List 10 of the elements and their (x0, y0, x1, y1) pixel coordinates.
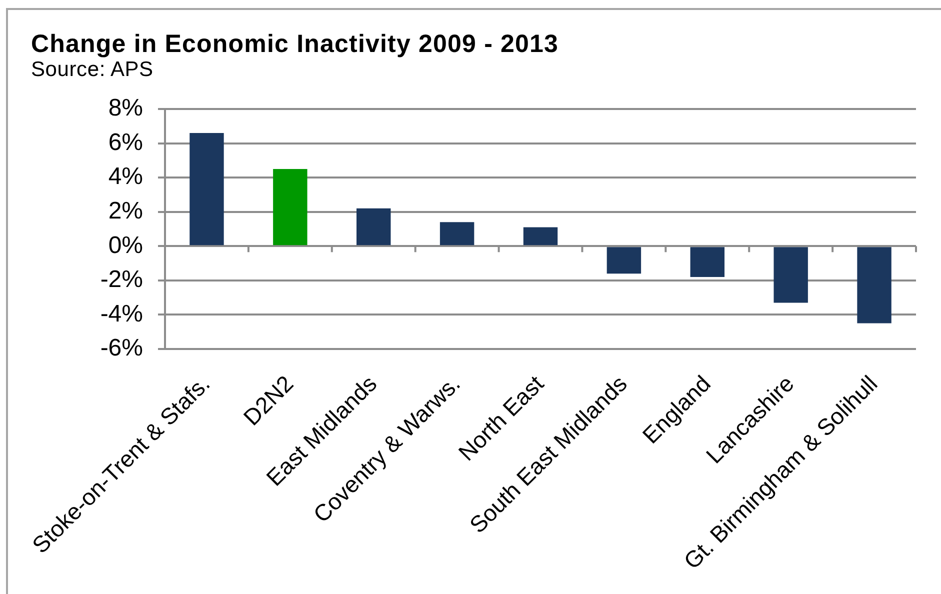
source-note: Source: APS (31, 58, 154, 81)
y-tick-label: 8% (108, 94, 143, 122)
y-tick-label: 4% (108, 163, 143, 190)
y-tick-label: 0% (108, 232, 143, 259)
chart-title: Change in Economic Inactivity 2009 - 2013 (31, 30, 559, 58)
y-tick-label: -4% (100, 300, 143, 328)
y-tick-label: -2% (100, 266, 143, 294)
y-tick-label: 6% (108, 128, 143, 156)
y-tick-label: -6% (100, 334, 143, 362)
y-tick-label: 2% (108, 197, 143, 224)
